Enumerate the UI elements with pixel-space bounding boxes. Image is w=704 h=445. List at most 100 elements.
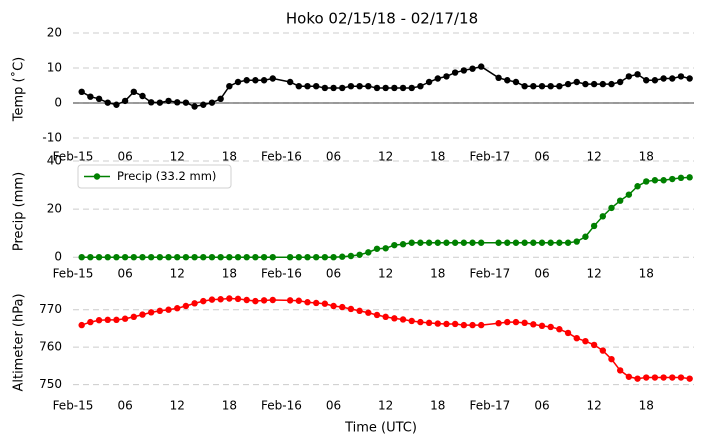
data-point bbox=[582, 80, 589, 88]
data-point bbox=[530, 321, 537, 328]
data-point bbox=[590, 222, 598, 230]
data-point bbox=[130, 313, 137, 321]
data-point bbox=[113, 316, 120, 324]
data-point bbox=[321, 84, 329, 92]
data-point bbox=[87, 318, 94, 326]
data-point bbox=[460, 321, 468, 329]
x-tick-label: 12 bbox=[170, 150, 185, 164]
data-point bbox=[504, 239, 511, 246]
x-tick-label: Feb-16 bbox=[261, 399, 302, 413]
legend-label: Precip (33.2 mm) bbox=[117, 169, 216, 183]
data-point bbox=[200, 297, 207, 305]
data-point bbox=[399, 84, 407, 92]
data-point bbox=[217, 253, 224, 261]
data-point bbox=[295, 297, 303, 304]
x-axis-label: Time (UTC) bbox=[344, 421, 417, 436]
data-point bbox=[504, 318, 511, 326]
series-line bbox=[81, 297, 690, 380]
data-point bbox=[677, 174, 685, 182]
data-point bbox=[130, 88, 137, 96]
data-point bbox=[269, 253, 276, 261]
data-point bbox=[434, 320, 441, 327]
data-point bbox=[643, 374, 650, 381]
data-point bbox=[321, 253, 329, 261]
x-tick-label: 06 bbox=[117, 150, 132, 164]
data-point bbox=[321, 300, 329, 307]
data-point bbox=[330, 253, 337, 261]
x-tick-label: 18 bbox=[430, 150, 445, 164]
y-axis-label: Precip (mm) bbox=[12, 172, 27, 251]
data-point bbox=[443, 73, 450, 80]
data-point bbox=[382, 245, 389, 252]
x-tick-label: 18 bbox=[222, 399, 237, 413]
data-point bbox=[478, 63, 485, 70]
x-tick-label: Feb-16 bbox=[261, 150, 302, 164]
data-point bbox=[651, 77, 659, 84]
data-point bbox=[686, 75, 693, 82]
data-point bbox=[78, 88, 85, 96]
data-point bbox=[408, 239, 415, 246]
data-point bbox=[252, 297, 259, 305]
data-point bbox=[234, 78, 242, 86]
data-point bbox=[226, 83, 233, 90]
data-point bbox=[634, 375, 641, 382]
x-tick-label: 12 bbox=[170, 399, 185, 413]
data-point bbox=[616, 367, 624, 374]
data-point bbox=[200, 253, 207, 261]
x-tick-label: Feb-17 bbox=[469, 150, 510, 164]
data-point bbox=[347, 83, 355, 90]
data-point bbox=[365, 249, 372, 256]
data-point bbox=[208, 296, 216, 303]
data-point bbox=[625, 73, 633, 80]
data-point bbox=[495, 74, 502, 82]
data-point bbox=[677, 374, 685, 381]
data-point bbox=[200, 101, 207, 108]
data-point bbox=[460, 67, 468, 74]
data-point bbox=[304, 299, 311, 306]
data-point bbox=[616, 197, 624, 204]
data-point bbox=[139, 311, 146, 318]
x-tick-label: 06 bbox=[326, 150, 341, 164]
x-tick-label: 18 bbox=[639, 267, 654, 281]
data-point bbox=[443, 239, 450, 246]
y-tick-label: 750 bbox=[39, 377, 62, 391]
data-point bbox=[304, 253, 311, 261]
data-point bbox=[260, 253, 268, 261]
data-point bbox=[226, 295, 233, 302]
data-point bbox=[286, 253, 294, 261]
x-tick-label: 06 bbox=[117, 267, 132, 281]
data-point bbox=[347, 252, 355, 260]
data-point bbox=[417, 318, 424, 326]
data-point bbox=[660, 75, 667, 82]
x-tick-label: 12 bbox=[378, 150, 393, 164]
data-point bbox=[512, 78, 520, 86]
data-point bbox=[295, 83, 303, 90]
data-point bbox=[643, 178, 650, 185]
data-point bbox=[451, 320, 459, 328]
data-point bbox=[564, 80, 572, 88]
data-point bbox=[339, 84, 346, 92]
data-point bbox=[191, 300, 198, 307]
data-point bbox=[330, 84, 337, 92]
data-point bbox=[634, 183, 641, 190]
data-point bbox=[286, 78, 294, 86]
data-point bbox=[174, 99, 181, 106]
data-point bbox=[530, 83, 537, 90]
x-tick-label: 18 bbox=[222, 150, 237, 164]
x-tick-label: 18 bbox=[430, 399, 445, 413]
data-point bbox=[443, 320, 450, 328]
data-point bbox=[512, 318, 520, 326]
data-point bbox=[252, 77, 259, 84]
data-point bbox=[469, 65, 476, 72]
data-point bbox=[174, 305, 181, 312]
x-tick-label: Feb-17 bbox=[469, 399, 510, 413]
data-point bbox=[156, 253, 164, 261]
data-point bbox=[608, 355, 615, 363]
data-point bbox=[191, 253, 198, 261]
data-point bbox=[104, 253, 111, 261]
data-point bbox=[104, 316, 111, 324]
data-point bbox=[564, 329, 572, 337]
data-point bbox=[243, 77, 250, 84]
data-point bbox=[573, 334, 580, 342]
data-point bbox=[634, 71, 641, 78]
